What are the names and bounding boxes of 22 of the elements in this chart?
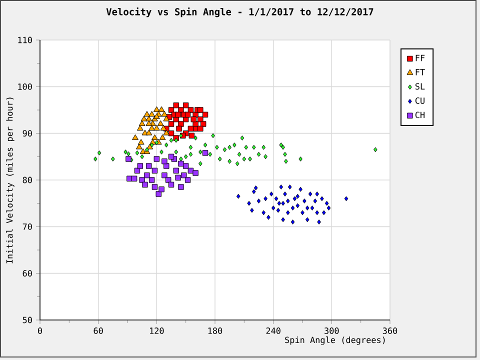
x-axis-title: Spin Angle (degrees) (285, 336, 385, 345)
y-tick-label: 60 (22, 270, 32, 277)
chart-title: Velocity vs Spin Angle - 1/1/2017 to 12/12/2017 (106, 8, 374, 18)
x-tick-label: 180 (208, 328, 222, 334)
legend-label: SL (415, 83, 425, 90)
x-tick-label: 0 (38, 328, 42, 334)
y-tick-label: 100 (18, 83, 32, 90)
y-tick-label: 50 (22, 316, 32, 324)
x-tick-label: 300 (324, 328, 339, 334)
legend-label: FF (416, 54, 425, 62)
x-tick-label: 120 (150, 328, 164, 334)
y-axis-title: Initial Velocity (miles per hour) (6, 98, 14, 264)
legend-label: FT (416, 69, 425, 76)
y-tick-label: 110 (18, 36, 32, 44)
x-tick-label: 240 (266, 328, 280, 334)
x-tick-label: 360 (382, 328, 398, 334)
y-tick-label: 90 (22, 130, 32, 137)
legend-label: CH (415, 112, 425, 118)
x-tick-label: 60 (94, 328, 103, 334)
y-tick-label: 80 (22, 176, 32, 184)
legend-label: CU (415, 97, 424, 104)
y-tick-label: 70 (22, 223, 32, 230)
